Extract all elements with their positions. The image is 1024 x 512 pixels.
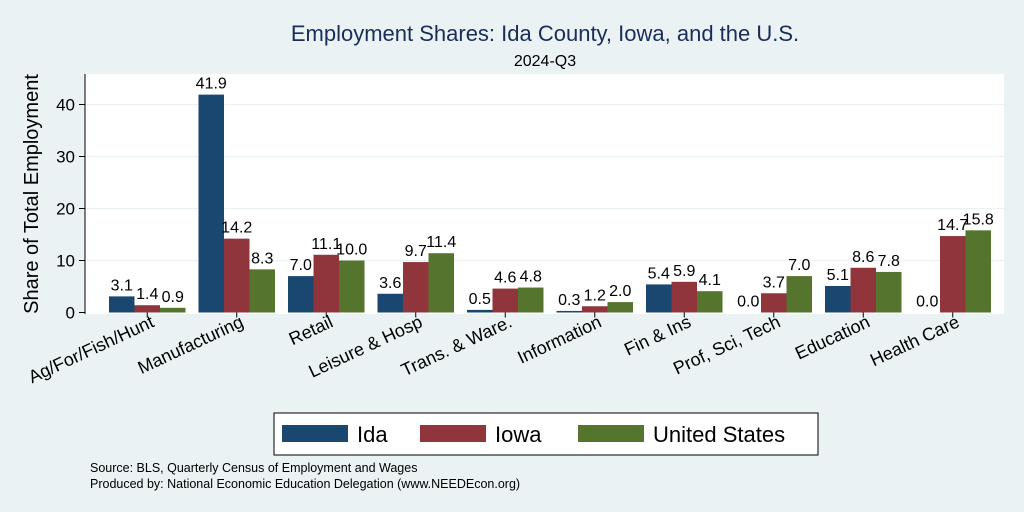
bar — [428, 253, 454, 313]
legend-swatch-iowa — [420, 425, 486, 442]
bar — [697, 291, 723, 313]
y-tick-label: 0 — [66, 304, 75, 323]
data-label: 8.3 — [251, 250, 273, 267]
bar — [582, 306, 608, 313]
data-label: 41.9 — [196, 76, 227, 93]
producer-note: Produced by: National Economic Education… — [90, 477, 520, 491]
data-label: 8.6 — [852, 249, 874, 266]
bar — [786, 276, 812, 313]
data-label: 2.0 — [609, 283, 631, 300]
legend: Ida Iowa United States — [273, 412, 819, 456]
data-label: 3.7 — [763, 274, 785, 291]
legend-box — [273, 412, 819, 456]
data-label: 11.1 — [311, 236, 341, 253]
bar — [249, 269, 275, 313]
bar — [876, 271, 902, 313]
bar — [339, 260, 365, 313]
data-label: 0.5 — [469, 291, 491, 308]
legend-label-ida: Ida — [357, 422, 388, 447]
data-label: 4.1 — [699, 272, 721, 289]
x-tick-label: Information — [514, 311, 604, 367]
legend-swatch-ida — [282, 425, 348, 442]
y-tick-label: 30 — [56, 148, 75, 167]
data-label: 9.7 — [405, 243, 427, 260]
bar — [518, 287, 544, 313]
data-label: 0.0 — [916, 294, 938, 311]
y-axis-label: Share of Total Employment — [21, 74, 43, 314]
legend-swatch-united-states — [578, 425, 644, 442]
data-label: 5.9 — [673, 263, 695, 280]
data-label: 14.2 — [221, 220, 252, 237]
x-tick-label: Health Care — [867, 311, 963, 370]
bar — [288, 276, 314, 313]
data-label: 0.3 — [558, 292, 580, 309]
data-label: 10.0 — [336, 242, 367, 259]
x-tick-label: Education — [792, 311, 873, 363]
data-label: 0.9 — [162, 289, 184, 306]
bar — [940, 236, 966, 313]
data-label: 7.8 — [878, 253, 900, 270]
bar — [492, 288, 518, 313]
y-tick-label: 40 — [56, 96, 75, 115]
bar — [646, 284, 672, 313]
bar — [109, 296, 135, 313]
data-label: 3.1 — [111, 277, 133, 294]
bar — [556, 310, 582, 313]
bar — [607, 302, 633, 313]
bar — [403, 262, 429, 313]
data-label: 7.0 — [788, 257, 810, 274]
bar — [313, 254, 339, 313]
bar — [761, 293, 787, 313]
bar — [850, 267, 876, 313]
plot-area: 3.11.4 0.9 41.9 14.2 8.3 7.0 11.110.0 3.69.711.… — [25, 74, 1004, 387]
data-label: 11.4 — [426, 234, 456, 251]
bar — [134, 305, 160, 313]
data-label: 15.8 — [963, 211, 994, 228]
x-tick-label: Retail — [286, 311, 336, 349]
chart-title: Employment Shares: Ida County, Iowa, and… — [291, 21, 799, 46]
chart-subtitle: 2024-Q3 — [514, 53, 576, 70]
data-label: 1.2 — [584, 287, 606, 304]
data-label: 5.4 — [648, 265, 670, 282]
data-label: 3.6 — [379, 275, 401, 292]
bar — [224, 238, 250, 313]
bar — [467, 309, 493, 313]
data-label: 0.0 — [737, 294, 759, 311]
bar — [825, 285, 851, 313]
bar — [965, 230, 991, 313]
data-label: 14.7 — [937, 217, 968, 234]
bar — [198, 94, 224, 313]
y-tick-label: 10 — [56, 252, 75, 271]
data-label: 5.1 — [827, 267, 849, 284]
bar — [160, 307, 186, 313]
y-tick-label: 20 — [56, 200, 75, 219]
source-note: Source: BLS, Quarterly Census of Employm… — [90, 461, 417, 475]
x-tick-label: Ag/For/Fish/Hunt — [25, 311, 157, 387]
data-label: 7.0 — [290, 257, 312, 274]
data-label: 1.4 — [136, 286, 158, 303]
x-tick-label: Fin & Ins — [621, 311, 694, 359]
y-axis-ticks: 0 10 20 30 40 — [56, 96, 85, 323]
data-label: 4.6 — [494, 270, 516, 287]
bars — [109, 94, 991, 313]
data-label: 4.8 — [520, 269, 542, 286]
legend-label-iowa: Iowa — [495, 422, 542, 447]
legend-label-united-states: United States — [653, 422, 785, 447]
bar — [377, 293, 403, 313]
bar — [671, 281, 697, 313]
data-labels: 3.11.4 0.9 41.9 14.2 8.3 7.0 11.110.0 3.69.711.… — [111, 76, 994, 311]
